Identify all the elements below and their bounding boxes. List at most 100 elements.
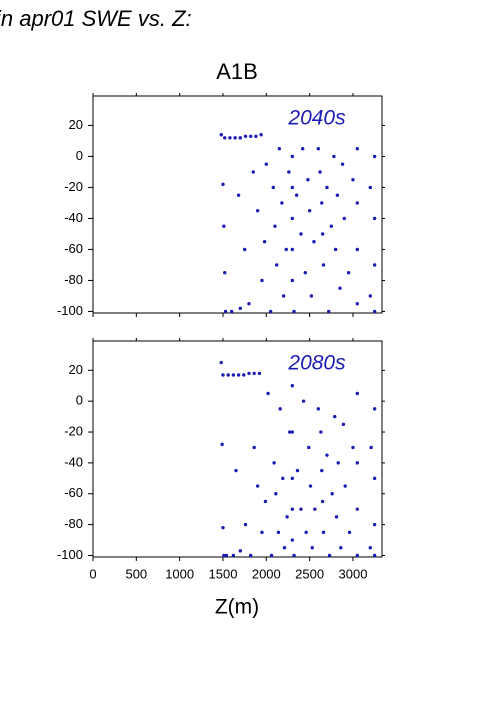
y-tick-label: 20: [69, 117, 83, 132]
annotation: 2040s: [287, 107, 346, 130]
point: [355, 147, 360, 151]
point: [249, 553, 253, 558]
point: [368, 546, 373, 550]
point: [313, 507, 317, 511]
y-tick-label: -40: [64, 454, 83, 469]
point: [275, 263, 279, 267]
point: [290, 476, 295, 481]
x-tick-label: 500: [125, 566, 147, 581]
point: [332, 154, 336, 159]
y-tick-label: 0: [76, 393, 83, 408]
point: [310, 546, 314, 550]
point: [257, 371, 262, 376]
point: [223, 309, 228, 314]
point: [355, 247, 360, 252]
point: [320, 468, 324, 473]
x-tick-label: 1500: [209, 566, 238, 581]
point: [290, 154, 295, 159]
point: [269, 553, 274, 558]
point: [334, 515, 339, 519]
point: [231, 373, 236, 377]
point: [238, 136, 243, 140]
point: [238, 549, 243, 553]
y-tick-label: -60: [64, 485, 83, 500]
point: [282, 546, 287, 550]
point: [372, 476, 377, 481]
point: [242, 373, 246, 377]
x-tick-label: 0: [89, 566, 96, 581]
x-tick-label: 2500: [295, 566, 324, 581]
y-tick-label: -20: [64, 423, 83, 438]
point: [372, 154, 377, 159]
plot-frame: [92, 95, 383, 314]
point: [278, 407, 282, 411]
point: [290, 278, 295, 283]
point: [259, 133, 263, 137]
point: [320, 499, 325, 504]
point: [273, 224, 277, 228]
point: [260, 278, 264, 283]
point: [290, 384, 295, 388]
point: [274, 492, 278, 496]
point: [281, 294, 286, 298]
point: [276, 530, 281, 535]
point: [252, 371, 256, 376]
point: [320, 201, 324, 205]
point: [347, 530, 352, 535]
point: [247, 371, 251, 376]
point: [294, 193, 299, 197]
point: [325, 185, 329, 190]
point: [280, 201, 284, 205]
point: [336, 461, 340, 465]
point: [219, 360, 223, 365]
point: [223, 271, 227, 275]
point: [351, 178, 355, 182]
point: [312, 240, 316, 244]
point: [252, 445, 256, 450]
point: [333, 247, 338, 252]
point: [308, 484, 313, 488]
point: [223, 136, 227, 140]
point: [290, 247, 295, 252]
point: [333, 414, 337, 419]
point: [309, 294, 314, 298]
plot-frame: [92, 340, 383, 558]
point: [226, 373, 230, 377]
point: [342, 216, 347, 221]
point: [339, 546, 343, 550]
point: [346, 271, 351, 275]
point: [242, 247, 247, 252]
point: [260, 530, 264, 535]
point: [255, 209, 260, 213]
point: [228, 136, 232, 140]
y-tick-label: 0: [76, 148, 83, 163]
point: [290, 216, 295, 221]
point: [277, 147, 282, 151]
point: [233, 136, 237, 140]
chart-title: A1B: [216, 59, 258, 84]
point: [222, 224, 226, 228]
point: [243, 134, 248, 138]
point: [247, 302, 251, 306]
point: [321, 263, 326, 267]
y-tick-label: -40: [64, 210, 83, 225]
point: [224, 553, 229, 558]
point: [301, 399, 306, 403]
point: [281, 476, 285, 481]
point: [251, 170, 256, 174]
point: [271, 185, 275, 190]
point: [329, 224, 334, 228]
point: [266, 391, 270, 396]
point: [290, 538, 295, 542]
point: [221, 373, 225, 377]
y-tick-label: -80: [64, 272, 83, 287]
point: [340, 162, 345, 166]
point: [238, 306, 243, 311]
point: [290, 185, 295, 190]
point: [272, 461, 276, 465]
y-tick-label: -20: [64, 179, 83, 194]
point: [316, 407, 321, 411]
point: [221, 182, 225, 187]
point: [231, 553, 236, 558]
